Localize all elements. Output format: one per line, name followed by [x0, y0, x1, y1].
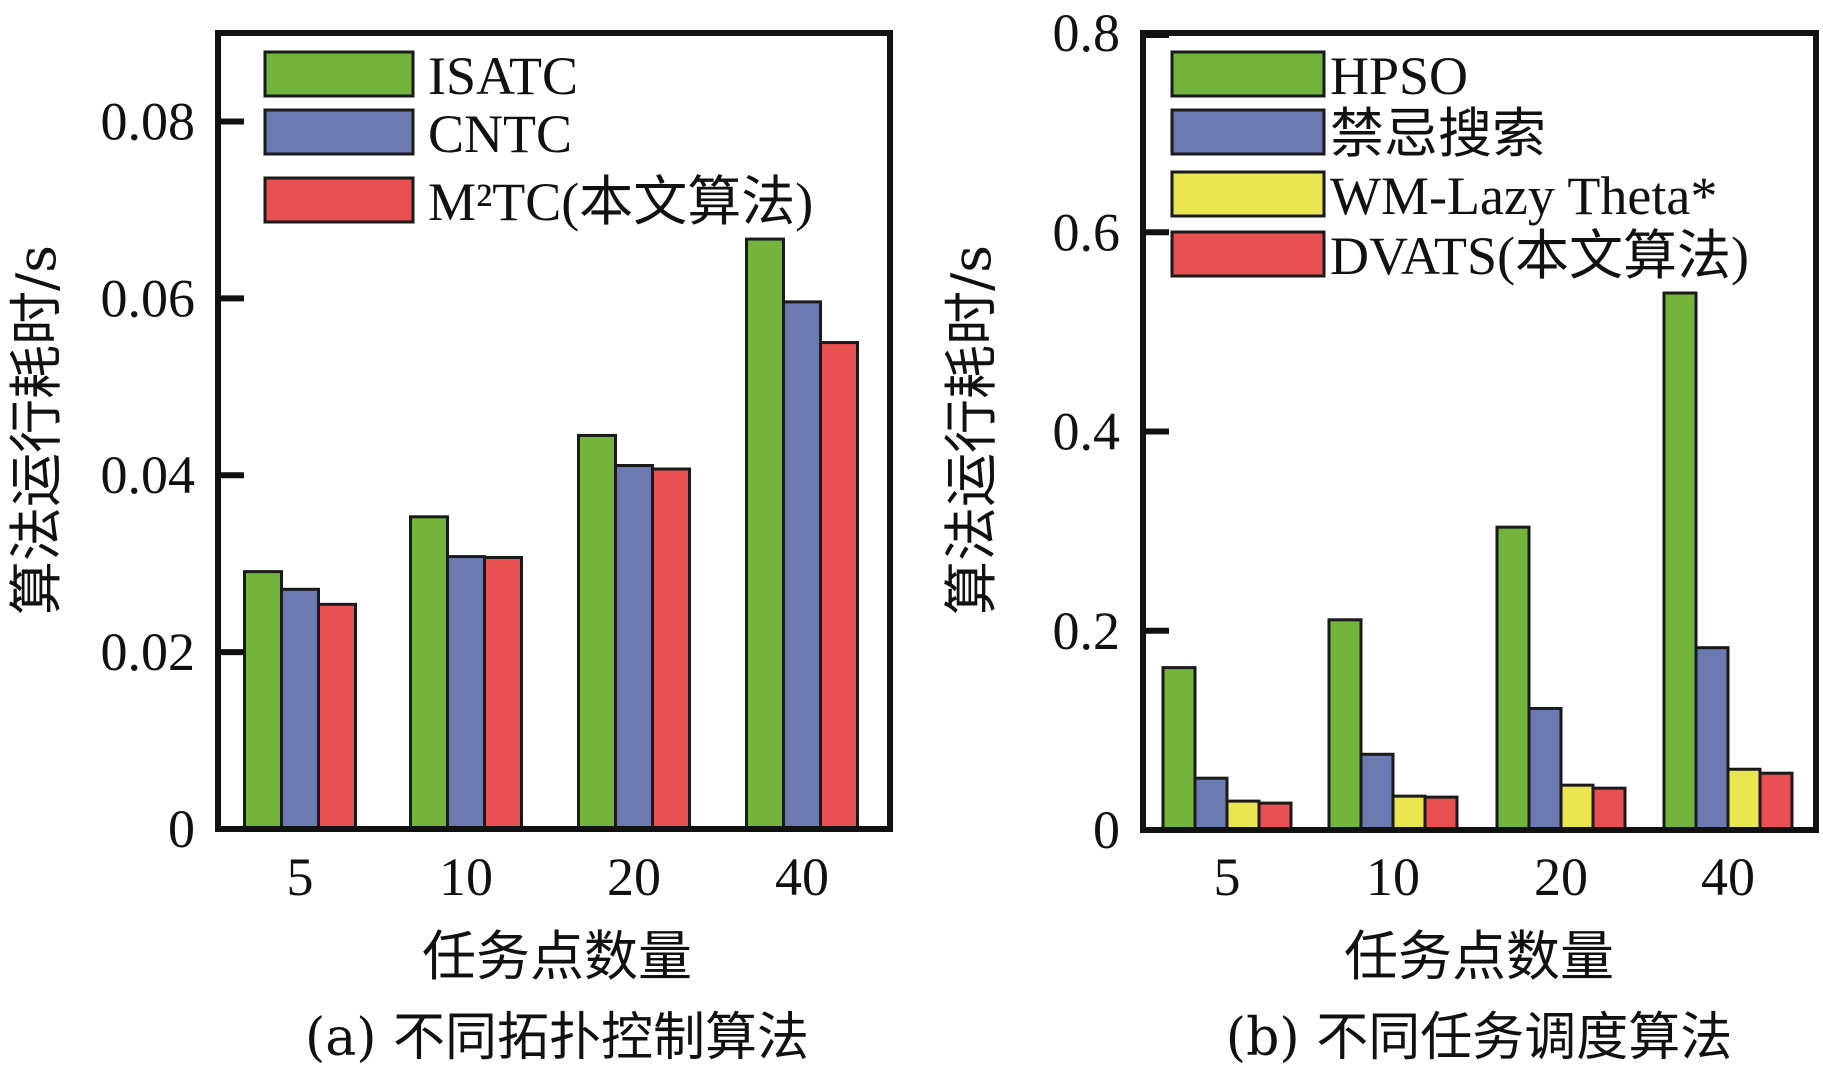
series-1 — [1193, 646, 1730, 832]
x-axis-title: 任务点数量 — [422, 925, 692, 988]
bar — [1758, 771, 1794, 832]
chart-panel-b: 0 0.2 0.4 0.6 0.8 5 10 20 40 任务点数量 算法运行耗时/s (b) 不同任… — [940, 3, 1819, 1068]
y-tick-label: 0.04 — [101, 445, 196, 505]
y-tick-label: 0.06 — [101, 268, 196, 328]
bar — [1495, 525, 1531, 832]
legend-swatch — [263, 176, 415, 224]
y-tick-label: 0.02 — [101, 622, 196, 682]
bar — [614, 463, 654, 831]
bar — [317, 602, 357, 831]
bar — [409, 515, 449, 831]
y-axis-title: 算法运行耗时/s — [940, 245, 1003, 615]
legend-swatch — [1170, 108, 1326, 156]
bar — [782, 300, 822, 831]
panel-caption: (a) 不同拓扑控制算法 — [305, 1008, 809, 1068]
legend-label: HPSO — [1330, 46, 1468, 106]
series-0 — [243, 237, 785, 831]
y-tick-label: 0.6 — [1053, 202, 1121, 262]
plot-frame — [215, 30, 893, 832]
legend-label: M²TC(本文算法) — [428, 172, 813, 232]
bar — [745, 237, 785, 831]
legend-swatch — [263, 50, 415, 98]
bar — [1726, 767, 1762, 832]
series-0 — [1161, 291, 1698, 832]
bar — [446, 555, 486, 831]
bar — [1559, 783, 1595, 832]
x-tick-label: 10 — [1366, 847, 1420, 907]
x-tick-label: 10 — [439, 847, 493, 907]
bar — [280, 587, 320, 831]
series-2 — [317, 341, 859, 831]
legend-item: CNTC — [263, 104, 572, 164]
panel-caption: (b) 不同任务调度算法 — [1226, 1008, 1732, 1068]
legend-swatch — [263, 108, 415, 156]
legend-item: HPSO — [1170, 46, 1468, 106]
bar — [651, 467, 691, 831]
legend-label: 禁忌搜索 — [1330, 104, 1546, 164]
legend-item: M²TC(本文算法) — [263, 172, 813, 232]
x-tick-label: 20 — [607, 847, 661, 907]
bar — [1527, 706, 1563, 832]
bar — [1257, 801, 1293, 832]
x-tick-label: 40 — [1701, 847, 1755, 907]
x-tick-label: 20 — [1534, 847, 1588, 907]
legend-label: ISATC — [428, 46, 578, 106]
legend-swatch — [1170, 50, 1326, 98]
legend-item: ISATC — [263, 46, 578, 106]
legend-item: WM-Lazy Theta* — [1170, 166, 1717, 226]
x-tick-label: 40 — [775, 847, 829, 907]
bar — [1591, 786, 1627, 832]
bar — [1193, 776, 1229, 832]
bar — [1662, 291, 1698, 832]
bar — [1225, 799, 1261, 832]
legend-label: WM-Lazy Theta* — [1330, 166, 1717, 226]
legend-label: CNTC — [428, 104, 572, 164]
bar — [483, 555, 523, 831]
legend-swatch — [1170, 170, 1326, 218]
chart-panel-a: 0 0.02 0.04 0.06 0.08 5 10 20 40 任务点数量 算法运行耗时/s (a)… — [5, 30, 893, 1068]
series-1 — [280, 300, 822, 831]
y-tick-label: 0.4 — [1053, 402, 1121, 462]
x-tick-label: 5 — [1214, 847, 1241, 907]
bar — [577, 433, 617, 831]
bar — [819, 341, 859, 831]
y-tick-label: 0 — [1093, 800, 1120, 860]
bar — [1694, 646, 1730, 832]
bar — [1359, 752, 1395, 832]
bar — [243, 570, 283, 831]
bar — [1161, 666, 1197, 832]
legend-item: DVATS(本文算法) — [1170, 226, 1749, 286]
bar — [1327, 618, 1363, 832]
x-tick-label: 5 — [287, 847, 314, 907]
y-tick-label: 0 — [168, 799, 195, 859]
x-axis-title: 任务点数量 — [1344, 925, 1614, 988]
legend-swatch — [1170, 230, 1326, 278]
y-tick-label: 0.08 — [101, 91, 196, 151]
bar — [1391, 794, 1427, 832]
y-tick-label: 0.2 — [1053, 601, 1121, 661]
legend-label: DVATS(本文算法) — [1330, 226, 1749, 286]
bar — [1423, 795, 1459, 832]
legend-item: 禁忌搜索 — [1170, 104, 1546, 164]
y-axis-title: 算法运行耗时/s — [5, 245, 68, 615]
y-tick-label: 0.8 — [1053, 3, 1121, 63]
